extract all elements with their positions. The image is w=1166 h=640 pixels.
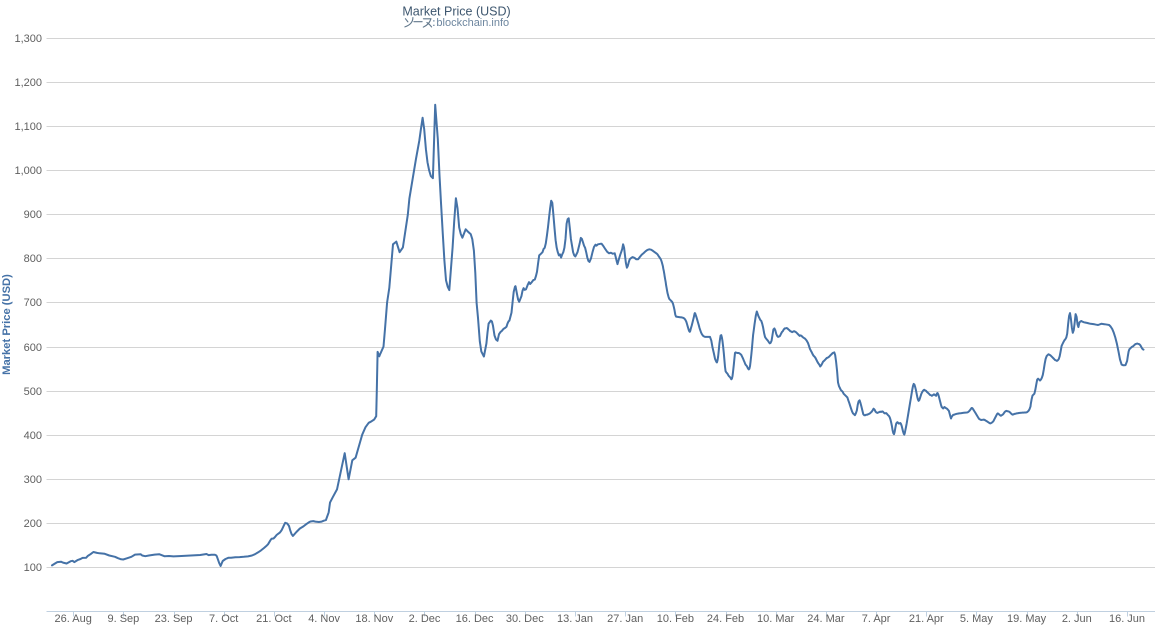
svg-text:27. Jan: 27. Jan	[607, 613, 643, 625]
svg-text:18. Nov: 18. Nov	[355, 613, 393, 625]
svg-text:100: 100	[24, 562, 42, 574]
svg-text:16. Dec: 16. Dec	[456, 613, 494, 625]
svg-text:4. Nov: 4. Nov	[308, 613, 340, 625]
svg-text:16. Jun: 16. Jun	[1109, 613, 1145, 625]
svg-text:2. Dec: 2. Dec	[409, 613, 441, 625]
svg-text:1,200: 1,200	[14, 77, 42, 89]
svg-text:1,000: 1,000	[14, 165, 42, 177]
svg-text:10. Mar: 10. Mar	[757, 613, 795, 625]
svg-text:13. Jan: 13. Jan	[557, 613, 593, 625]
svg-text:2. Jun: 2. Jun	[1062, 613, 1092, 625]
svg-text:21. Oct: 21. Oct	[256, 613, 291, 625]
svg-text:19. May: 19. May	[1007, 613, 1047, 625]
svg-text:1,100: 1,100	[14, 121, 42, 133]
svg-text:800: 800	[24, 253, 42, 265]
svg-text:blockchain.info: blockchain.info	[436, 17, 509, 29]
svg-text:300: 300	[24, 474, 42, 486]
svg-text:7. Oct: 7. Oct	[209, 613, 238, 625]
svg-text:9. Sep: 9. Sep	[107, 613, 139, 625]
svg-text:400: 400	[24, 430, 42, 442]
svg-text:24. Mar: 24. Mar	[807, 613, 845, 625]
svg-text:10. Feb: 10. Feb	[657, 613, 694, 625]
svg-text:30. Dec: 30. Dec	[506, 613, 544, 625]
svg-text:Market Price (USD): Market Price (USD)	[402, 5, 510, 19]
svg-text:26. Aug: 26. Aug	[55, 613, 92, 625]
svg-text:600: 600	[24, 342, 42, 354]
svg-text:500: 500	[24, 386, 42, 398]
svg-text:200: 200	[24, 518, 42, 530]
svg-text:Market Price (USD): Market Price (USD)	[1, 274, 13, 375]
svg-text:700: 700	[24, 297, 42, 309]
svg-text:7. Apr: 7. Apr	[862, 613, 891, 625]
svg-text:23. Sep: 23. Sep	[155, 613, 193, 625]
svg-text:900: 900	[24, 209, 42, 221]
svg-text:21. Apr: 21. Apr	[909, 613, 944, 625]
svg-text:5. May: 5. May	[960, 613, 994, 625]
svg-text:1,300: 1,300	[14, 33, 42, 45]
svg-text:24. Feb: 24. Feb	[707, 613, 744, 625]
